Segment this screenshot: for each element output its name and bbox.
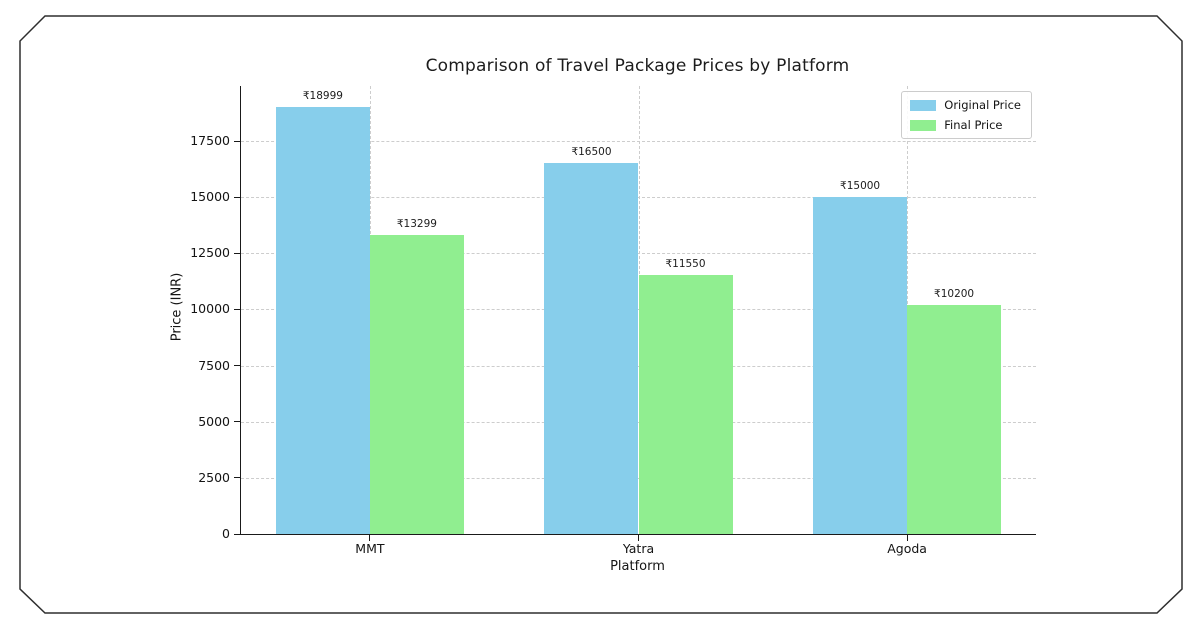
x-tick-mark bbox=[638, 534, 639, 541]
y-tick-label: 17500 bbox=[190, 133, 230, 149]
y-tick-label: 7500 bbox=[198, 357, 230, 373]
y-tick-label: 2500 bbox=[198, 469, 230, 485]
legend-entry-original-price: Original Price bbox=[910, 98, 1021, 112]
bar-final-price-yatra bbox=[638, 274, 733, 534]
y-tick-label: 0 bbox=[222, 526, 230, 541]
y-tick-mark bbox=[234, 196, 241, 198]
y-tick-mark bbox=[234, 252, 241, 254]
y-tick-mark bbox=[234, 477, 241, 479]
y-tick-label: 10000 bbox=[190, 301, 230, 317]
chart-title: Comparison of Travel Package Prices by P… bbox=[425, 56, 850, 76]
y-tick-mark bbox=[234, 533, 241, 535]
x-tick-label-yatra: Yatra bbox=[622, 541, 655, 556]
y-tick-mark bbox=[234, 308, 241, 310]
x-tick-mark bbox=[906, 534, 908, 541]
bar-value-label-original-price-mmt: ₹18999 bbox=[302, 90, 343, 103]
x-axis-label: Platform bbox=[610, 559, 665, 574]
plot-area: Original Price Final Price 0 2500 5000 7500 1… bbox=[190, 86, 1036, 556]
legend-label: Original Price bbox=[944, 98, 1021, 112]
bar-value-label-original-price-agoda: ₹15000 bbox=[840, 180, 881, 193]
legend-swatch-final-price bbox=[910, 119, 937, 131]
y-tick-mark bbox=[234, 140, 241, 142]
bar-original-price-mmt bbox=[275, 107, 370, 534]
bar-final-price-mmt bbox=[369, 235, 464, 534]
bar-original-price-agoda bbox=[813, 197, 908, 534]
bar-final-price-agoda bbox=[907, 304, 1002, 534]
y-tick-label: 12500 bbox=[190, 245, 230, 261]
legend-entry-final-price: Final Price bbox=[910, 118, 1021, 132]
y-tick-mark bbox=[234, 365, 241, 367]
y-tick-mark bbox=[234, 421, 241, 423]
bar-value-label-final-price-agoda: ₹10200 bbox=[934, 287, 975, 300]
legend: Original Price Final Price bbox=[901, 91, 1032, 139]
x-tick-label-mmt: MMT bbox=[355, 541, 385, 556]
legend-swatch-original-price bbox=[910, 99, 937, 111]
bar-value-label-final-price-mmt: ₹13299 bbox=[396, 218, 437, 231]
bar-original-price-yatra bbox=[544, 163, 639, 534]
x-tick-label-agoda: Agoda bbox=[887, 541, 927, 556]
legend-label: Final Price bbox=[944, 118, 1003, 132]
x-tick-mark bbox=[369, 534, 371, 541]
y-tick-label: 5000 bbox=[198, 413, 230, 429]
y-tick-label: 15000 bbox=[190, 189, 230, 205]
bar-value-label-original-price-yatra: ₹16500 bbox=[571, 146, 612, 159]
bar-value-label-final-price-yatra: ₹11550 bbox=[665, 257, 706, 270]
